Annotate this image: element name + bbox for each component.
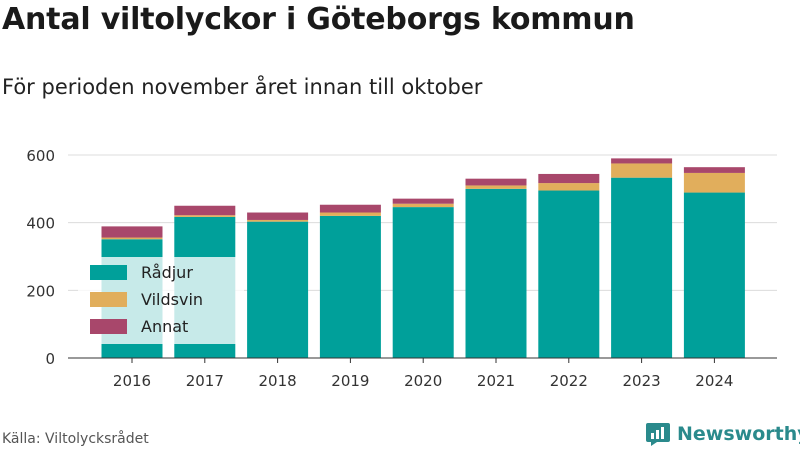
bar-segment-rådjur <box>319 215 381 358</box>
bar-segment-annat <box>319 204 381 213</box>
legend-label: Rådjur <box>141 263 193 282</box>
bar-segment-vildsvin <box>538 183 600 191</box>
bar-segment-annat <box>538 173 600 184</box>
bar-segment-vildsvin <box>101 237 163 240</box>
bar-segment-rådjur <box>683 192 745 358</box>
legend: Rådjur Vildsvin Annat <box>78 257 244 344</box>
x-tick-label: 2021 <box>477 372 515 390</box>
x-tick-label: 2020 <box>404 372 442 390</box>
y-tick-label: 200 <box>26 282 55 300</box>
y-tick-label: 0 <box>45 350 55 368</box>
bar-segment-annat <box>247 212 309 220</box>
bar-segment-rådjur <box>247 221 309 358</box>
y-tick-label: 600 <box>26 147 55 165</box>
bar-segment-vildsvin <box>465 185 527 189</box>
x-tick-label: 2018 <box>259 372 297 390</box>
chart-title: Antal viltolyckor i Göteborgs kommun <box>2 2 635 37</box>
x-tick-label: 2024 <box>695 372 733 390</box>
bar-segment-annat <box>465 178 527 186</box>
bar-segment-vildsvin <box>319 212 381 216</box>
x-tick-label: 2019 <box>331 372 369 390</box>
legend-label: Vildsvin <box>141 290 203 309</box>
bar-segment-rådjur <box>392 207 454 358</box>
legend-swatch <box>90 265 127 280</box>
legend-swatch <box>90 319 127 334</box>
bar-segment-annat <box>392 198 454 204</box>
bar-segment-annat <box>611 158 673 164</box>
bar-segment-annat <box>683 167 745 173</box>
bar-segment-vildsvin <box>174 215 236 217</box>
brand-logo: Newsworthy <box>645 421 800 447</box>
chart-subtitle: För perioden november året innan till ok… <box>2 75 483 99</box>
newsworthy-logo-icon <box>646 423 670 446</box>
bar-segment-annat <box>174 205 236 216</box>
x-tick-label: 2017 <box>186 372 224 390</box>
bar-segment-vildsvin <box>611 163 673 178</box>
bar-segment-rådjur <box>465 188 527 358</box>
y-axis-ticks: 0 200 400 600 <box>26 147 55 368</box>
bar-segment-vildsvin <box>247 219 309 222</box>
bar-segment-rådjur <box>538 190 600 358</box>
brand-name: Newsworthy <box>677 423 800 445</box>
bar-segment-vildsvin <box>392 203 454 208</box>
x-tick-label: 2016 <box>113 372 151 390</box>
bar-segment-vildsvin <box>683 172 745 193</box>
x-tick-label: 2023 <box>623 372 661 390</box>
legend-swatch <box>90 292 127 307</box>
source-note: Källa: Viltolycksrådet <box>2 431 149 447</box>
bar-segment-rådjur <box>611 177 673 358</box>
legend-label: Annat <box>141 317 188 336</box>
bar-segment-annat <box>101 226 163 238</box>
x-axis-ticks: 2016 2017 2018 2019 2020 2021 2022 2023 2024 <box>113 358 733 390</box>
x-tick-label: 2022 <box>550 372 588 390</box>
y-tick-label: 400 <box>26 215 55 233</box>
